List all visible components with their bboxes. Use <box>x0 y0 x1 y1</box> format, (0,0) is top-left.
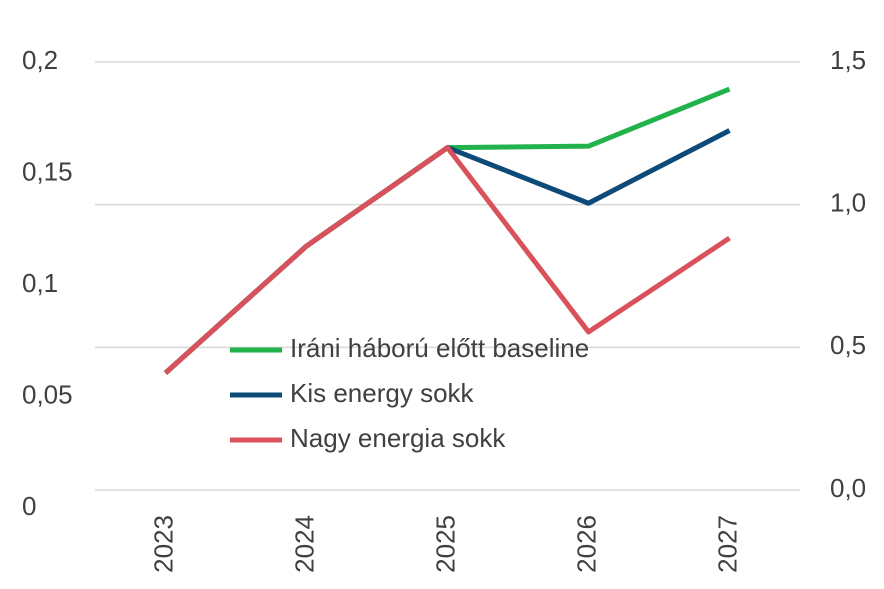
y-tick-label: 0,1 <box>22 268 58 298</box>
y2-tick-label: 0,5 <box>830 330 866 360</box>
y-tick-label: 0,15 <box>22 156 73 186</box>
x-tick-label: 2024 <box>289 515 319 573</box>
y-tick-label: 0,2 <box>22 45 58 75</box>
y-tick-label: 0 <box>22 491 36 521</box>
x-tick-label: 2023 <box>148 515 178 573</box>
y-tick-label: 0,05 <box>22 379 73 409</box>
legend-label: Iráni háború előtt baseline <box>290 333 589 363</box>
x-tick-label: 2026 <box>571 515 601 573</box>
legend-label: Nagy energia sokk <box>290 423 506 453</box>
legend-label: Kis energy sokk <box>290 378 475 408</box>
x-tick-label: 2025 <box>430 515 460 573</box>
x-tick-label: 2027 <box>712 515 742 573</box>
y2-tick-label: 1,5 <box>830 45 866 75</box>
y2-tick-label: 0,0 <box>830 473 866 503</box>
series-line <box>163 145 731 375</box>
series-line <box>163 86 731 375</box>
y2-tick-label: 1,0 <box>830 188 866 218</box>
